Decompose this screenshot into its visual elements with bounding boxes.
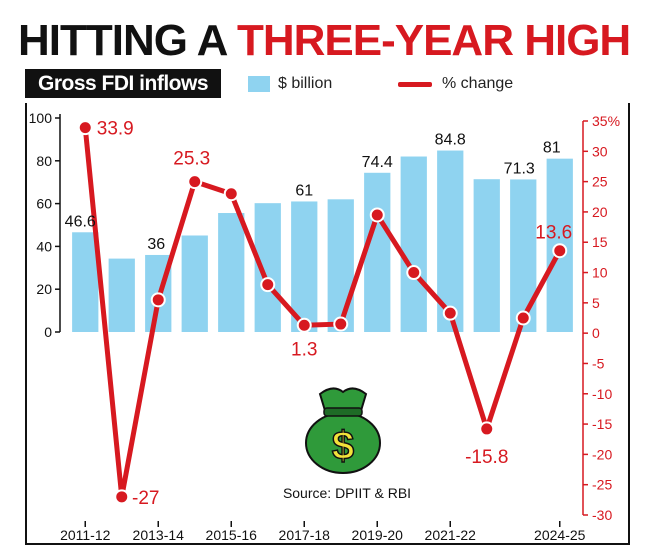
bar <box>291 201 318 332</box>
line-data-label: 13.6 <box>535 223 572 244</box>
left-tick-label: 100 <box>29 110 53 126</box>
chart-title: HITTING A THREE-YEAR HIGH <box>18 16 631 65</box>
line-point <box>479 421 495 437</box>
x-tick-label: 2013-14 <box>133 527 185 543</box>
x-tick-label: 2019-20 <box>352 527 404 543</box>
bar <box>327 199 354 332</box>
line-data-label: 1.3 <box>291 339 317 360</box>
x-tick-label: 2024-25 <box>534 527 586 543</box>
line-point <box>296 317 312 333</box>
svg-text:$: $ <box>332 424 354 468</box>
right-tick-label: 30 <box>592 143 608 159</box>
legend-bar-swatch <box>248 76 270 92</box>
left-axis: 0 20 40 60 80 100 <box>29 110 61 340</box>
right-tick-label: 35% <box>592 113 620 129</box>
right-tick-label: 25 <box>592 174 608 190</box>
bar <box>400 156 427 332</box>
line-point <box>223 186 239 202</box>
right-tick-label: -30 <box>592 507 612 523</box>
right-tick-label: -25 <box>592 477 612 493</box>
plot-border <box>25 103 630 545</box>
legend-line-label: % change <box>442 75 514 92</box>
bar <box>364 172 391 332</box>
left-tick-label: 0 <box>44 324 52 340</box>
bar-series <box>72 150 573 332</box>
line-point <box>77 120 93 136</box>
left-tick-label: 60 <box>36 196 52 212</box>
line-point <box>150 292 166 308</box>
bar <box>108 258 135 332</box>
bar-data-label: 84.8 <box>435 132 466 149</box>
bar <box>510 179 537 332</box>
right-tick-label: 0 <box>592 325 600 341</box>
data-labels: 46.6 36 61 74.4 84.8 71.3 81 33.9 -27 25.3 1.3 -15.… <box>65 119 573 509</box>
x-tick-label: 2017-18 <box>279 527 331 543</box>
left-tick-label: 80 <box>36 153 52 169</box>
line-point <box>369 207 385 223</box>
title-part-1: HITTING A <box>18 16 227 65</box>
left-tick-label: 20 <box>36 281 52 297</box>
bar-data-label: 46.6 <box>65 213 96 230</box>
line-point <box>515 310 531 326</box>
left-tick-label: 40 <box>36 238 52 254</box>
x-tick-label: 2015-16 <box>206 527 258 543</box>
line-point <box>442 305 458 321</box>
right-tick-label: 5 <box>592 295 600 311</box>
bar-data-label: 36 <box>147 236 165 253</box>
bar <box>473 179 500 332</box>
right-tick-label: -20 <box>592 446 612 462</box>
right-tick-label: 20 <box>592 204 608 220</box>
line-point <box>114 489 130 505</box>
x-tick-label: 2011-12 <box>60 527 111 543</box>
right-tick-label: -10 <box>592 386 612 402</box>
line-data-label: -15.8 <box>465 447 508 468</box>
right-axis: 35% 30 25 20 15 10 5 0 -5 -10 -15 -20 -25 -30 <box>582 113 620 523</box>
bar <box>218 213 245 332</box>
money-bag-dollar-icon: $ <box>305 387 381 474</box>
x-axis: 2011-12 2013-14 2015-16 2017-18 2019-20 2021-… <box>60 521 586 543</box>
title-part-2: THREE-YEAR HIGH <box>236 16 631 65</box>
bar-data-label: 61 <box>295 182 313 199</box>
line-data-label: 25.3 <box>173 149 210 170</box>
line-point <box>187 174 203 190</box>
bar <box>72 232 99 332</box>
line-point <box>406 265 422 281</box>
x-tick-label: 2021-22 <box>425 527 477 543</box>
bar-data-label: 71.3 <box>504 160 535 177</box>
right-tick-label: 10 <box>592 265 608 281</box>
legend-line-swatch <box>398 82 432 87</box>
line-point <box>260 277 276 293</box>
chart-subtitle: Gross FDI inflows <box>25 69 221 98</box>
line-data-label: -27 <box>132 488 159 509</box>
line-point <box>333 316 349 332</box>
line-point <box>552 243 568 259</box>
bar <box>181 235 208 332</box>
bar-data-label: 81 <box>543 140 561 157</box>
right-tick-label: -5 <box>592 355 605 371</box>
bar-data-label: 74.4 <box>362 154 393 171</box>
line-data-label: 33.9 <box>97 119 134 140</box>
legend-bar-label: $ billion <box>278 75 333 92</box>
right-tick-label: -15 <box>592 416 612 432</box>
line-series <box>77 120 568 505</box>
source-text: Source: DPIIT & RBI <box>283 485 411 501</box>
line-path <box>82 125 563 500</box>
right-tick-label: 15 <box>592 234 608 250</box>
